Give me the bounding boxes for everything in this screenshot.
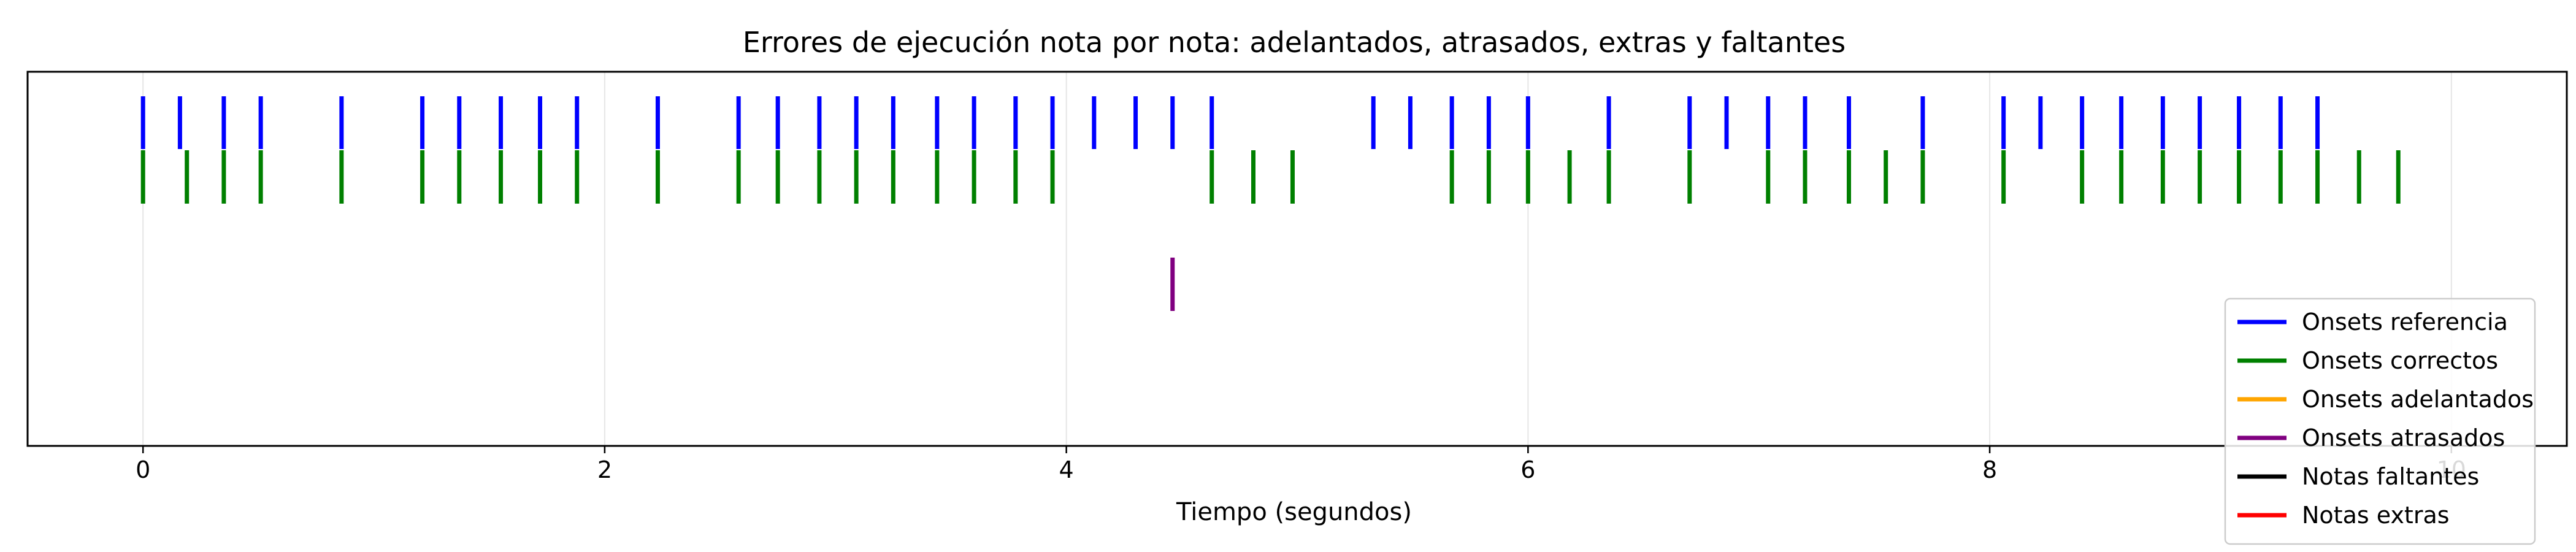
x-tick-label: 6 xyxy=(1520,456,1535,483)
gridlines xyxy=(142,72,2452,446)
legend-box xyxy=(2224,297,2536,545)
legend-label: Onsets correctos xyxy=(2302,347,2498,374)
legend-label: Onsets referencia xyxy=(2302,309,2508,335)
x-tick-label: 4 xyxy=(1059,456,1074,483)
legend: Onsets referencia Onsets correctos Onsets … xyxy=(2224,297,2536,545)
legend-label: Notas extras xyxy=(2302,502,2450,529)
x-tick-label: 0 xyxy=(136,456,150,483)
x-axis: 0246810 xyxy=(136,446,2466,483)
x-axis-label: Tiempo (segundos) xyxy=(1176,498,1412,526)
x-tick-label: 8 xyxy=(1982,456,1997,483)
legend-label: Notas faltantes xyxy=(2302,463,2479,490)
legend-label: Onsets atrasados xyxy=(2302,424,2505,451)
legend-label: Onsets adelantados xyxy=(2302,386,2534,413)
chart-title: Errores de ejecución nota por nota: adel… xyxy=(743,26,1846,59)
plot-frame xyxy=(26,71,2568,447)
x-tick-label: 2 xyxy=(597,456,612,483)
event-lines xyxy=(140,96,2401,311)
